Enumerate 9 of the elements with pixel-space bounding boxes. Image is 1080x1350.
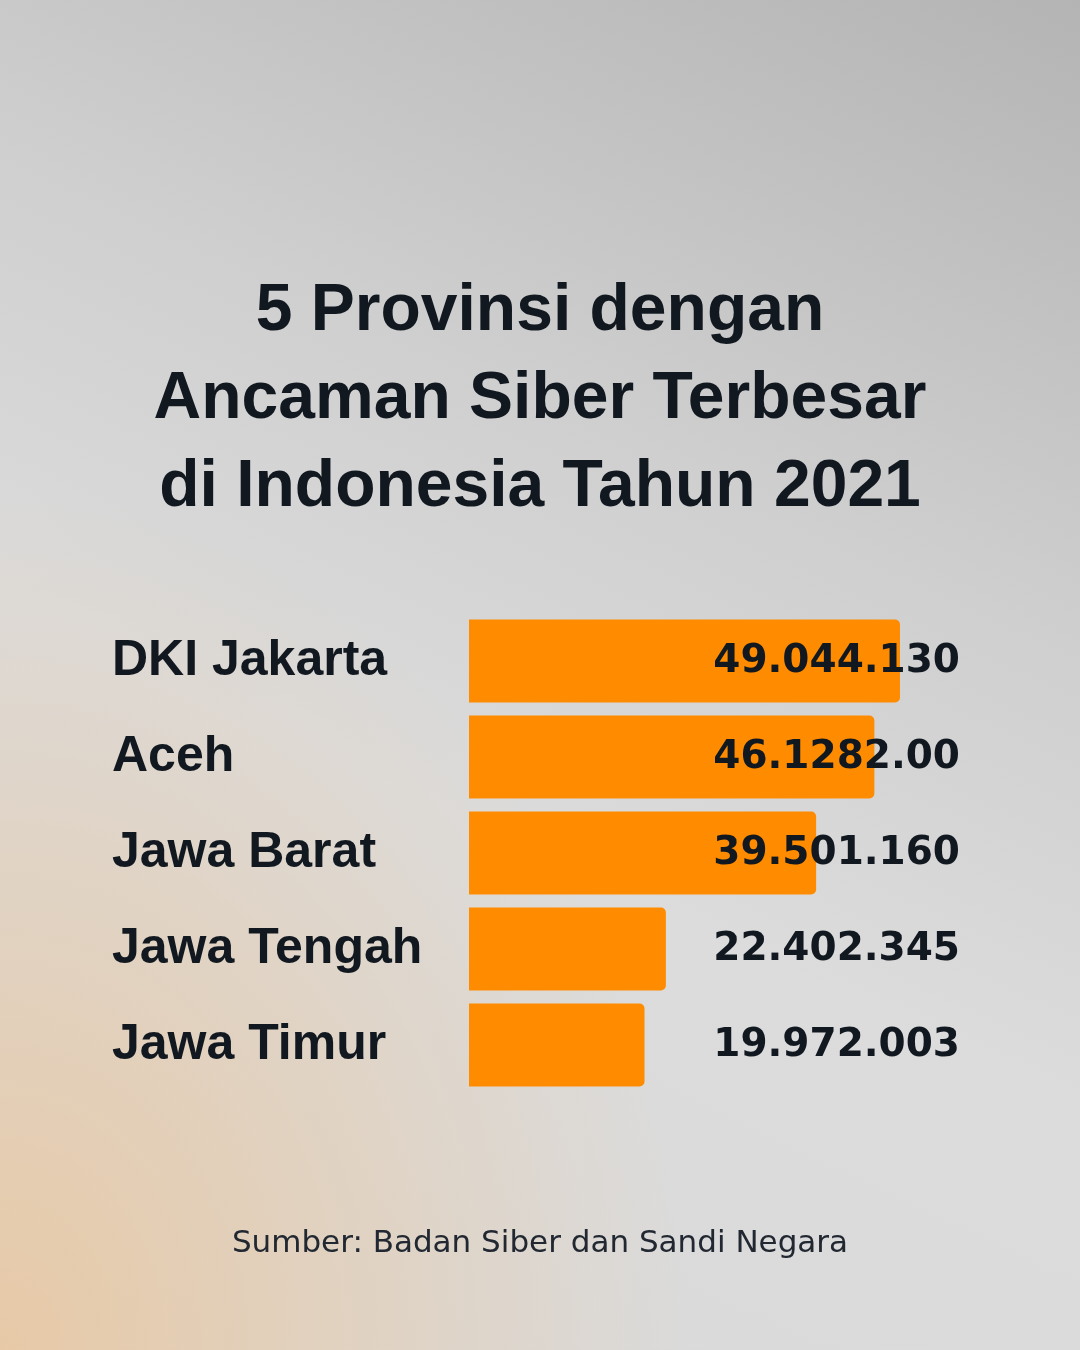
y-tick-label: DKI Jakarta <box>112 629 389 686</box>
data-label: 19.972.003 <box>713 1020 960 1066</box>
chart-title: 5 Provinsi dengan Ancaman Siber Terbesar di Indonesia Tahun 2021 <box>152 269 928 522</box>
y-tick-label: Jawa Tengah <box>112 917 423 974</box>
text: Sumber: Badan Siber dan Sandi Negara <box>230 1222 850 1261</box>
y-tick-label: Jawa Barat <box>112 821 377 878</box>
y-tick-label: Jawa Timur <box>112 1013 387 1070</box>
data-label: 22.402.345 <box>713 924 960 970</box>
y-tick-label: Aceh <box>112 725 235 782</box>
